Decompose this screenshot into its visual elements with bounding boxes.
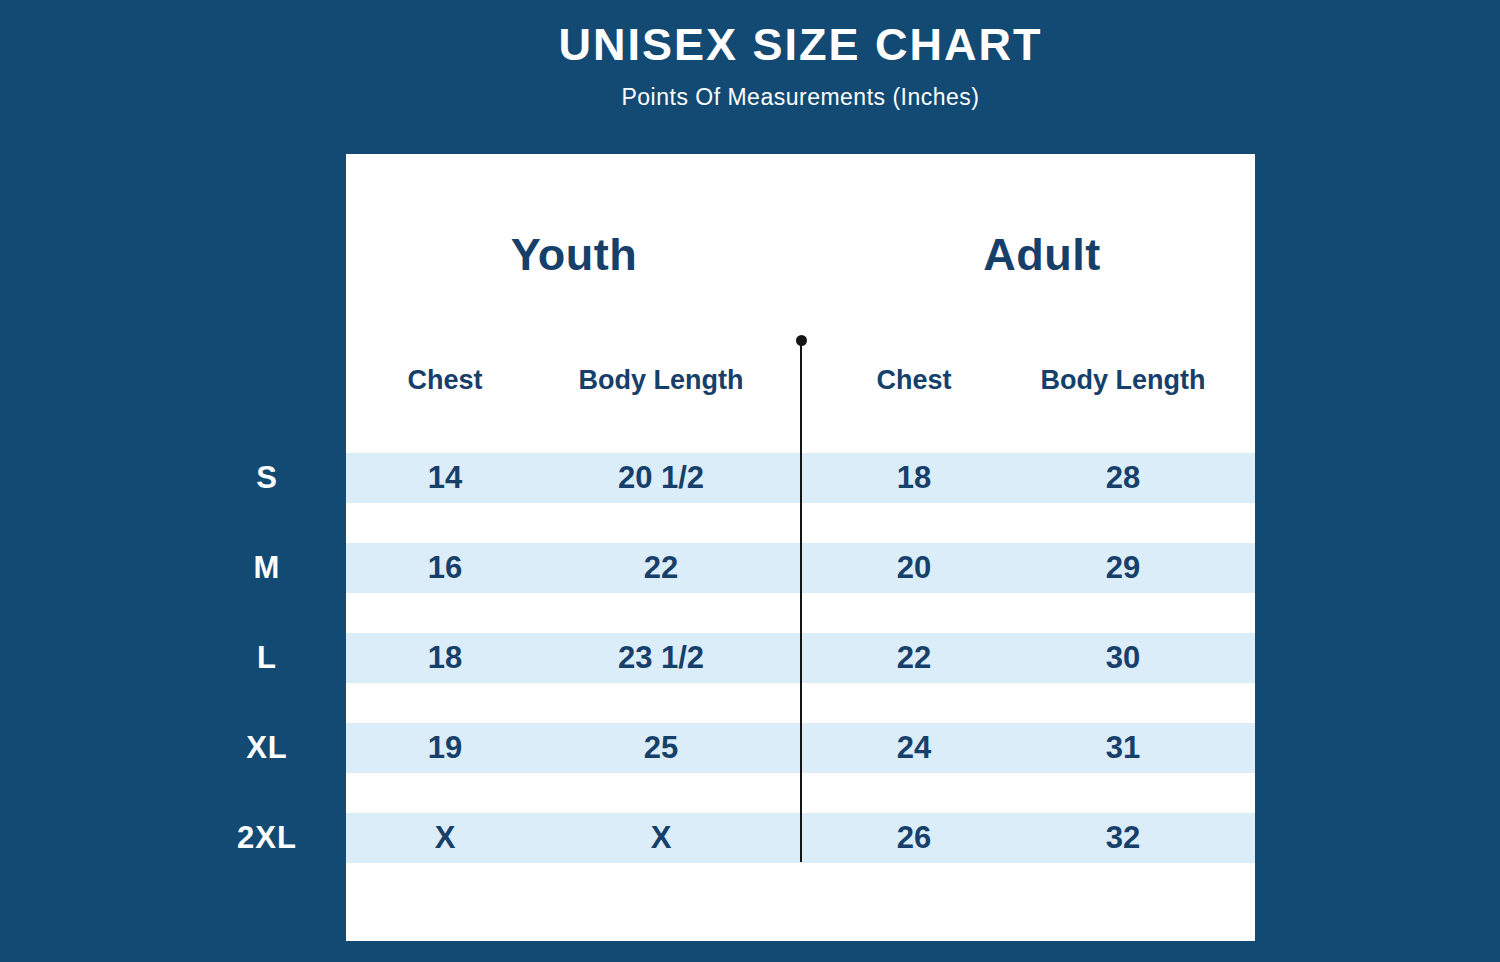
cell-adult-chest: 20 (897, 543, 931, 593)
cell-youth-body-length: X (651, 813, 672, 863)
cell-youth-body-length: 20 1/2 (618, 453, 704, 503)
column-header-adult-body-length: Body Length (1041, 367, 1206, 394)
row-label-xl: XL (187, 723, 347, 773)
group-header-youth: Youth (511, 232, 638, 277)
youth-adult-divider-line (800, 340, 802, 862)
cell-adult-chest: 22 (897, 633, 931, 683)
cell-youth-chest: 19 (428, 723, 462, 773)
cell-adult-body-length: 30 (1106, 633, 1140, 683)
cell-adult-chest: 18 (897, 453, 931, 503)
page-title: UNISEX SIZE CHART (346, 22, 1255, 67)
cell-adult-chest: 24 (897, 723, 931, 773)
cell-youth-body-length: 25 (644, 723, 678, 773)
row-label-l: L (187, 633, 347, 683)
size-chart-infographic: UNISEX SIZE CHART Points Of Measurements… (0, 0, 1500, 962)
cell-adult-body-length: 32 (1106, 813, 1140, 863)
row-label-s: S (187, 453, 347, 503)
page-subtitle: Points Of Measurements (Inches) (346, 84, 1255, 112)
cell-adult-body-length: 29 (1106, 543, 1140, 593)
cell-adult-body-length: 31 (1106, 723, 1140, 773)
cell-adult-chest: 26 (897, 813, 931, 863)
cell-adult-body-length: 28 (1106, 453, 1140, 503)
cell-youth-chest: 18 (428, 633, 462, 683)
column-header-youth-body-length: Body Length (579, 367, 744, 394)
group-header-adult: Adult (983, 232, 1100, 277)
cell-youth-chest: 16 (428, 543, 462, 593)
cell-youth-body-length: 23 1/2 (618, 633, 704, 683)
cell-youth-chest: X (435, 813, 456, 863)
cell-youth-body-length: 22 (644, 543, 678, 593)
column-header-youth-chest: Chest (407, 367, 482, 394)
row-label-2xl: 2XL (187, 813, 347, 863)
size-chart-card: Youth Adult Chest Body Length Chest Body… (346, 154, 1255, 941)
cell-youth-chest: 14 (428, 453, 462, 503)
row-label-m: M (187, 543, 347, 593)
column-header-adult-chest: Chest (876, 367, 951, 394)
youth-adult-divider-dot (796, 335, 807, 346)
